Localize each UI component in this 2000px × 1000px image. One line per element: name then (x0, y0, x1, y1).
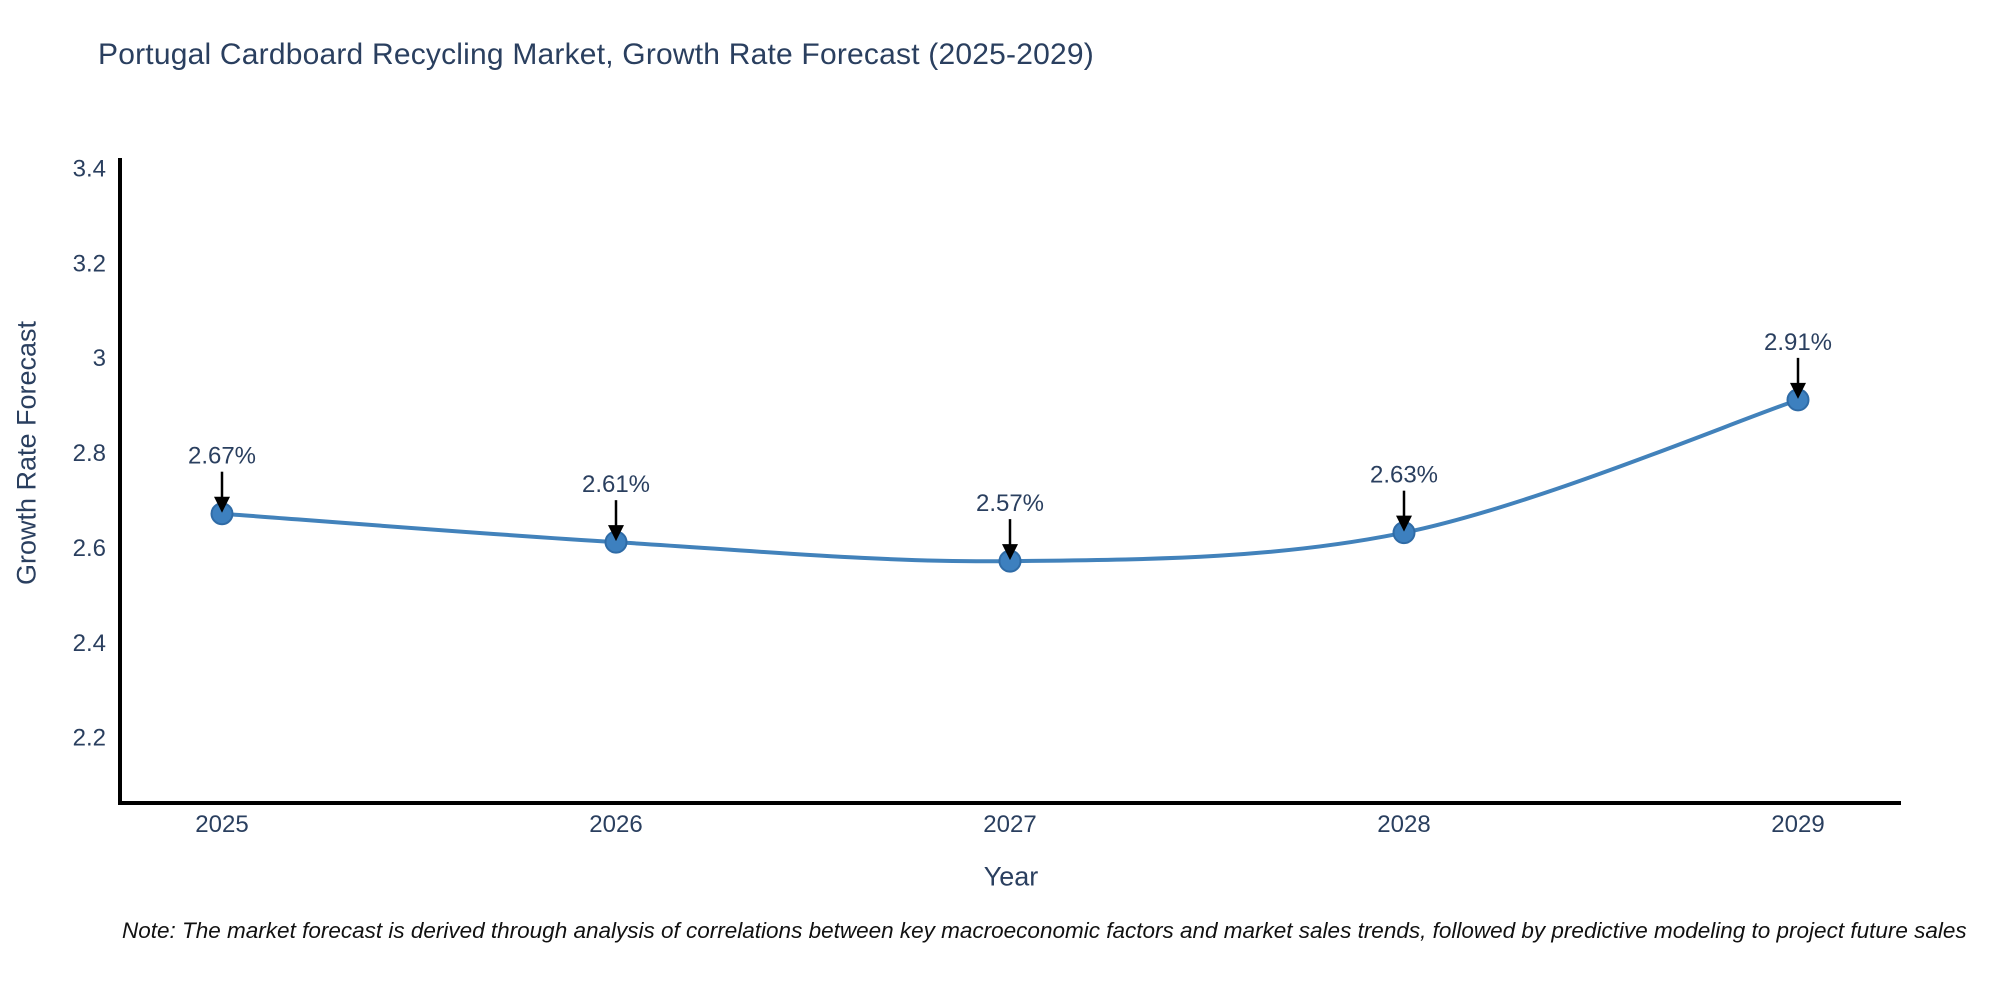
x-tick-label: 2028 (1377, 811, 1430, 838)
annotation-arrowhead (1002, 544, 1018, 561)
y-tick-label: 2.4 (73, 630, 106, 657)
footnote: Note: The market forecast is derived thr… (122, 918, 1967, 943)
annotation-label: 2.63% (1370, 462, 1438, 489)
annotation-label: 2.67% (188, 443, 256, 470)
y-tick-label: 3 (93, 345, 106, 372)
y-tick-label: 3.4 (73, 155, 106, 182)
x-axis-title: Year (983, 861, 1039, 892)
annotation-arrowhead (1790, 382, 1806, 399)
y-tick-label: 3.2 (73, 250, 106, 277)
x-tick-label: 2026 (589, 811, 642, 838)
y-tick-label: 2.2 (73, 725, 106, 752)
chart-title: Portugal Cardboard Recycling Market, Gro… (98, 38, 1094, 71)
annotation-arrowhead (1396, 515, 1412, 532)
annotation-arrowhead (608, 525, 624, 542)
x-tick-label: 2027 (983, 811, 1036, 838)
annotation-arrowhead (214, 496, 230, 513)
y-tick-label: 2.8 (73, 440, 106, 467)
annotation-label: 2.91% (1764, 329, 1832, 356)
x-tick-label: 2029 (1771, 811, 1824, 838)
annotation-label: 2.57% (976, 490, 1044, 517)
x-tick-label: 2025 (195, 811, 248, 838)
y-tick-label: 2.6 (73, 535, 106, 562)
annotation-label: 2.61% (582, 471, 650, 498)
